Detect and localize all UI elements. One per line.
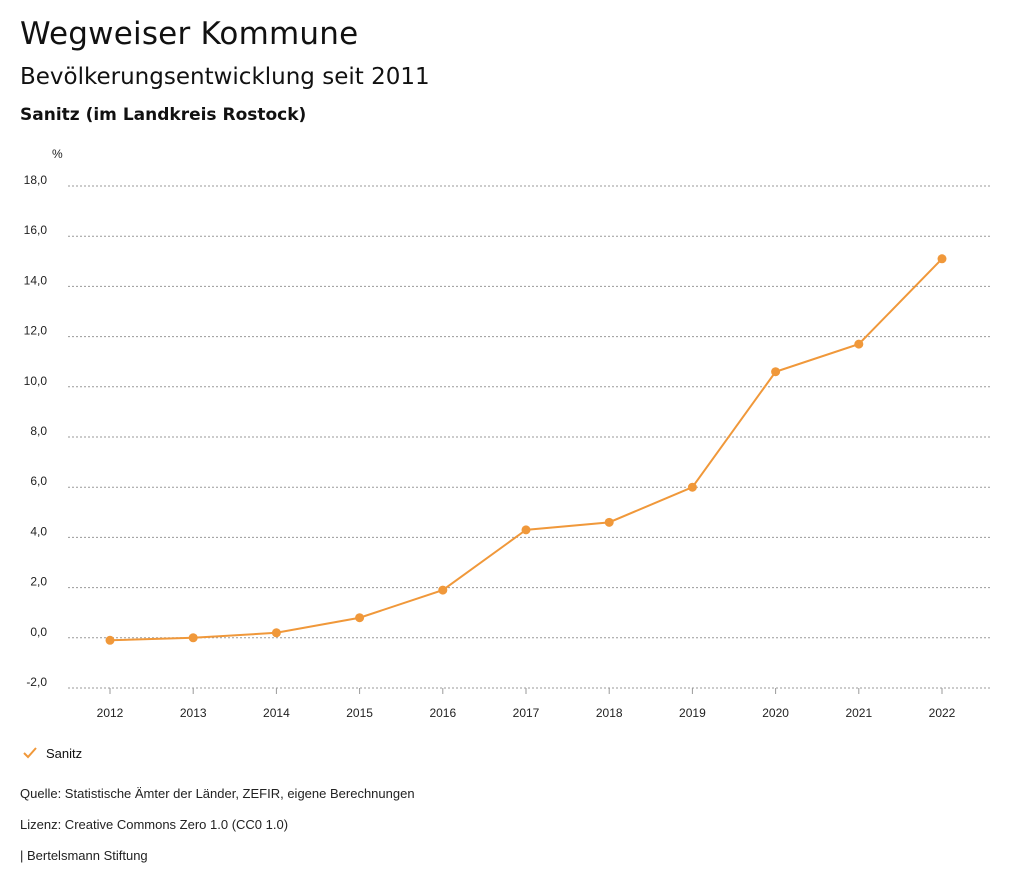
axes: % 18,0 16,0 14,0 12,0 10,0 8,0 6,0 4,0 2,0 0,0 -2,0… xyxy=(24,147,956,720)
data-point xyxy=(854,339,864,349)
data-point xyxy=(687,482,697,492)
x-tick-label: 2021 xyxy=(845,706,872,720)
series-line xyxy=(109,258,943,642)
y-tick-label: 10,0 xyxy=(24,374,48,388)
y-tick-label: 4,0 xyxy=(30,524,47,538)
license-note: Lizenz: Creative Commons Zero 1.0 (CC0 1… xyxy=(20,817,289,832)
y-tick-label: 6,0 xyxy=(30,474,47,488)
publisher-note: | Bertelsmann Stiftung xyxy=(20,848,148,863)
data-point xyxy=(271,628,281,638)
y-tick-label: 2,0 xyxy=(30,575,47,589)
data-point xyxy=(355,613,365,623)
x-tick-label: 2012 xyxy=(97,706,124,720)
x-tick-label: 2015 xyxy=(346,706,373,720)
legend-label: Sanitz xyxy=(46,745,83,761)
x-tick-label: 2020 xyxy=(762,706,789,720)
y-tick-label: 14,0 xyxy=(24,273,48,287)
x-tick-label: 2022 xyxy=(929,706,956,720)
data-point xyxy=(438,585,448,595)
x-tick-label: 2019 xyxy=(679,706,706,720)
x-tick-label: 2018 xyxy=(596,706,623,720)
source-note: Quelle: Statistische Ämter der Länder, Z… xyxy=(20,786,415,801)
x-tick-label: 2016 xyxy=(429,706,456,720)
y-tick-label: 18,0 xyxy=(24,173,48,187)
chart-subtitle: Bevölkerungsentwicklung seit 2011 xyxy=(20,64,430,90)
y-axis-unit: % xyxy=(52,147,63,161)
data-point xyxy=(604,517,614,527)
check-icon xyxy=(23,747,37,759)
y-tick-label: 0,0 xyxy=(30,625,47,639)
x-tick-label: 2013 xyxy=(180,706,207,720)
legend[interactable]: Sanitz xyxy=(22,745,82,761)
data-point xyxy=(771,367,781,377)
x-tick-label: 2017 xyxy=(513,706,540,720)
y-tick-label: 12,0 xyxy=(24,324,48,338)
y-tick-label: -2,0 xyxy=(26,675,47,689)
municipality-name: Sanitz (im Landkreis Rostock) xyxy=(20,105,307,125)
x-tick-label: 2014 xyxy=(263,706,290,720)
y-tick-label: 8,0 xyxy=(30,424,47,438)
y-tick-label: 16,0 xyxy=(24,223,48,237)
grid-lines xyxy=(68,185,990,689)
data-point xyxy=(188,633,198,643)
data-point xyxy=(521,525,531,535)
line-chart: % 18,0 16,0 14,0 12,0 10,0 8,0 6,0 4,0 2,0 0,0 -2,0… xyxy=(24,147,990,720)
page-title: Wegweiser Kommune xyxy=(20,16,359,52)
data-point xyxy=(105,635,115,645)
data-point xyxy=(937,254,947,264)
series-layer xyxy=(105,254,947,645)
